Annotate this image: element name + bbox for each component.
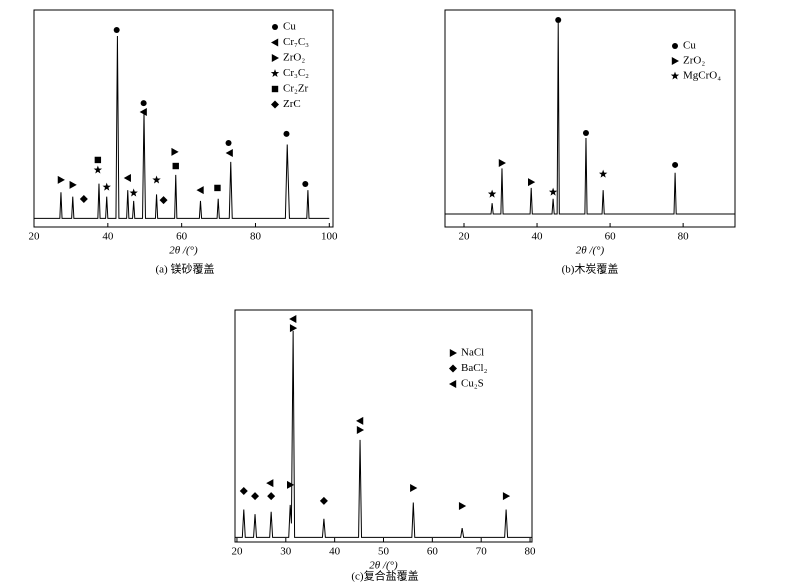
marker-star xyxy=(129,188,138,197)
marker-tri-right xyxy=(527,178,536,187)
x-tick-label: 20 xyxy=(231,546,243,558)
x-tick-label: 70 xyxy=(476,546,488,558)
marker-diamond xyxy=(159,196,168,205)
x-tick-label: 80 xyxy=(525,546,537,558)
xrd-trace xyxy=(445,23,735,215)
marker-tri-left xyxy=(266,479,274,488)
legend-symbol xyxy=(670,71,680,80)
x-tick-label: 80 xyxy=(250,231,262,243)
xrd-trace xyxy=(235,330,532,538)
legend-label: ZrC xyxy=(283,98,301,110)
x-tick-label: 40 xyxy=(329,546,341,558)
marker-star xyxy=(548,187,558,196)
marker-tri-right xyxy=(498,158,506,167)
marker-tri-right xyxy=(57,175,65,184)
marker-circle xyxy=(302,181,309,188)
x-tick-label: 20 xyxy=(458,231,470,243)
legend-label: Cu xyxy=(283,21,296,33)
x-tick-label: 60 xyxy=(605,231,617,243)
marker-tri-left xyxy=(225,149,233,158)
legend-symbol xyxy=(271,85,279,93)
marker-star xyxy=(487,189,497,198)
legend-symbol xyxy=(271,38,279,47)
legend-symbol xyxy=(671,57,679,65)
legend-label: Cr₇C₃ xyxy=(283,36,309,48)
x-axis-label: 2θ /(°) xyxy=(576,245,605,257)
legend-label: Cu₂S xyxy=(461,378,484,390)
marker-tri-left xyxy=(123,173,131,182)
marker-tri-right xyxy=(458,502,467,511)
legend-symbol xyxy=(270,69,280,78)
marker-tri-right xyxy=(289,324,298,333)
marker-tri-right xyxy=(502,492,511,501)
marker-circle xyxy=(582,130,589,137)
legend-label: BaCl₂ xyxy=(461,362,488,374)
marker-circle xyxy=(140,100,147,107)
legend-label: Cr₂Zr xyxy=(283,83,309,95)
x-tick-label: 20 xyxy=(29,231,41,243)
marker-tri-right xyxy=(356,425,365,434)
marker-tri-right xyxy=(286,480,295,489)
legend-symbol xyxy=(271,100,279,109)
legend-label: Cr₃C₂ xyxy=(283,67,309,79)
marker-star xyxy=(102,182,111,191)
x-tick-label: 100 xyxy=(321,231,338,243)
x-tick-label: 40 xyxy=(102,231,114,243)
marker-star xyxy=(93,165,103,174)
legend-symbol xyxy=(449,349,457,357)
legend-label: ZrO₂ xyxy=(683,55,705,67)
legend-label: Cu xyxy=(683,40,696,52)
legend-label: NaCl xyxy=(461,347,484,359)
legend-symbol xyxy=(272,24,278,30)
x-axis-label: 2θ /(°) xyxy=(369,560,398,572)
marker-diamond xyxy=(239,486,248,495)
marker-diamond xyxy=(79,195,88,204)
marker-square xyxy=(94,156,102,164)
legend-label: MgCrO₄ xyxy=(683,70,721,82)
legend-symbol xyxy=(672,43,678,49)
legend-symbol xyxy=(271,54,279,62)
x-axis-label: 2θ /(°) xyxy=(169,245,198,257)
marker-diamond xyxy=(251,492,260,501)
plot-frame xyxy=(234,309,533,543)
marker-tri-left xyxy=(356,416,364,425)
marker-circle xyxy=(113,26,120,33)
x-tick-label: 60 xyxy=(427,546,439,558)
marker-tri-left xyxy=(196,186,204,195)
caption: (b)木炭覆盖 xyxy=(562,262,619,276)
marker-tri-left xyxy=(289,315,297,324)
x-tick-label: 80 xyxy=(678,231,690,243)
legend-symbol xyxy=(449,364,457,373)
legend-label: ZrO₂ xyxy=(283,52,305,64)
marker-square xyxy=(214,184,221,192)
marker-diamond xyxy=(319,496,328,505)
plot-frame xyxy=(444,9,736,228)
plot-frame xyxy=(33,9,334,228)
x-tick-label: 30 xyxy=(280,546,292,558)
marker-star xyxy=(598,169,608,178)
marker-tri-right xyxy=(410,483,418,492)
marker-tri-left xyxy=(139,107,147,116)
x-tick-label: 50 xyxy=(378,546,390,558)
x-tick-label: 60 xyxy=(176,231,188,243)
marker-tri-right xyxy=(69,180,77,189)
marker-circle xyxy=(283,130,290,137)
marker-square xyxy=(172,162,179,170)
marker-circle xyxy=(225,140,232,147)
marker-circle xyxy=(555,16,562,23)
marker-tri-right xyxy=(171,147,179,156)
caption: (a) 镁砂覆盖 xyxy=(156,262,215,276)
caption: (c)复合盐覆盖 xyxy=(351,569,418,583)
marker-star xyxy=(152,175,161,184)
marker-circle xyxy=(672,161,679,168)
x-tick-label: 40 xyxy=(532,231,544,243)
legend-symbol xyxy=(449,380,457,388)
marker-diamond xyxy=(267,492,276,501)
